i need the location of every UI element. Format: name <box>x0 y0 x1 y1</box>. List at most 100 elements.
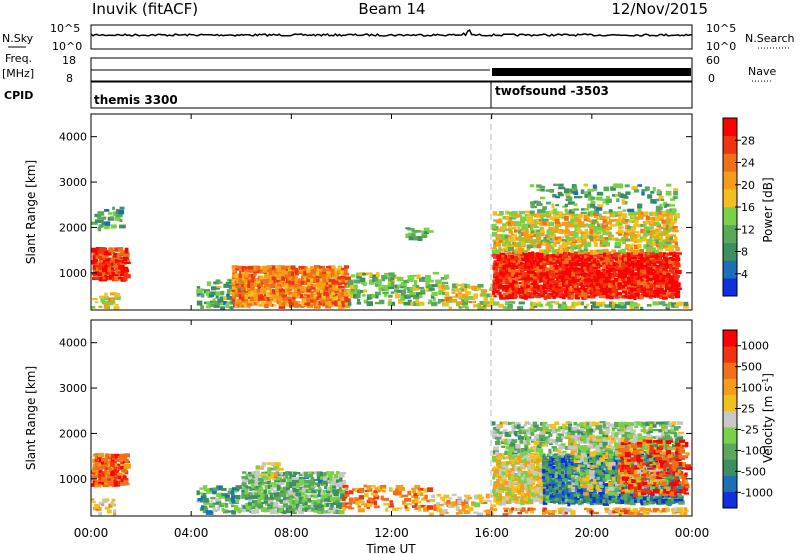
data-cell <box>584 193 589 198</box>
data-cell <box>643 286 650 291</box>
data-cell <box>608 272 615 277</box>
data-cell <box>438 289 444 295</box>
data-cell <box>523 498 528 504</box>
data-cell <box>297 290 302 296</box>
data-cell <box>288 494 293 499</box>
data-cell <box>565 487 570 491</box>
data-cell <box>517 492 523 496</box>
data-cell <box>299 486 304 490</box>
data-cell <box>672 229 679 233</box>
data-cell <box>431 301 438 307</box>
data-cell <box>517 434 521 437</box>
data-cell <box>542 241 549 246</box>
data-cell <box>551 428 558 433</box>
data-cell <box>339 504 343 509</box>
data-cell <box>292 296 296 300</box>
data-cell <box>323 489 327 493</box>
data-cell <box>404 498 411 502</box>
data-cell <box>464 283 469 288</box>
data-cell <box>276 278 283 283</box>
data-cell <box>545 239 550 242</box>
data-cell <box>526 234 531 239</box>
data-cell <box>103 303 109 309</box>
data-cell <box>243 284 249 288</box>
data-cell <box>583 191 589 194</box>
data-cell <box>514 466 518 470</box>
data-cell <box>533 271 538 277</box>
data-cell <box>119 273 126 277</box>
data-cell <box>468 506 474 512</box>
data-cell <box>306 285 312 289</box>
data-cell <box>596 289 604 292</box>
data-cell <box>530 476 535 481</box>
data-cell <box>620 304 627 309</box>
data-cell <box>371 502 376 505</box>
data-cell <box>592 483 598 489</box>
data-cell <box>615 284 619 290</box>
data-cell <box>656 244 661 248</box>
data-cell <box>540 458 544 462</box>
data-cell <box>533 244 537 247</box>
data-cell <box>298 481 304 486</box>
data-cell <box>548 221 555 227</box>
data-cell <box>604 304 612 308</box>
data-cell <box>101 503 105 507</box>
data-cell <box>416 274 421 280</box>
data-cell <box>524 228 529 233</box>
data-cell <box>391 507 399 511</box>
data-cell <box>570 441 576 446</box>
data-cell <box>425 275 431 279</box>
data-cell <box>608 209 613 213</box>
data-cell <box>629 304 635 307</box>
data-cell <box>336 507 341 510</box>
data-cell <box>583 282 590 287</box>
data-cell <box>565 256 569 260</box>
data-cell <box>649 246 654 250</box>
data-cell <box>618 183 624 189</box>
data-cell <box>523 423 527 427</box>
data-cell <box>646 304 652 307</box>
data-cell <box>608 496 614 501</box>
data-cell <box>254 499 260 505</box>
data-cell <box>626 279 632 285</box>
data-cell <box>259 276 264 280</box>
data-cell <box>505 238 510 243</box>
data-cell <box>535 231 540 236</box>
colorbar-segment <box>723 207 737 226</box>
data-cell <box>549 301 556 304</box>
data-cell <box>533 426 539 431</box>
data-cell <box>520 232 525 237</box>
data-cell <box>220 290 225 296</box>
data-cell <box>489 288 497 291</box>
data-cell <box>652 275 656 281</box>
data-cell <box>95 271 101 276</box>
data-cell <box>495 249 500 255</box>
data-cell <box>110 269 116 272</box>
data-cell <box>329 507 335 510</box>
data-cell <box>373 500 377 506</box>
data-cell <box>397 484 404 490</box>
data-cell <box>674 305 679 309</box>
data-cell <box>634 302 638 306</box>
data-cell <box>352 488 356 491</box>
data-cell <box>524 262 528 268</box>
data-cell <box>514 287 518 292</box>
data-cell <box>674 236 678 242</box>
data-cell <box>356 272 362 277</box>
data-cell <box>343 289 349 295</box>
data-cell <box>271 276 279 281</box>
data-cell <box>323 494 329 499</box>
data-cell <box>624 295 630 299</box>
data-cell <box>498 461 502 466</box>
data-cell <box>110 250 115 254</box>
data-cell <box>639 216 644 220</box>
data-cell <box>407 232 413 235</box>
data-cell <box>491 223 497 229</box>
data-cell <box>621 284 626 289</box>
colorbar-segment <box>723 278 737 297</box>
data-cell <box>292 291 296 297</box>
data-cell <box>504 285 511 289</box>
data-cell <box>567 292 574 296</box>
data-cell <box>219 296 227 300</box>
data-cell <box>425 282 430 286</box>
